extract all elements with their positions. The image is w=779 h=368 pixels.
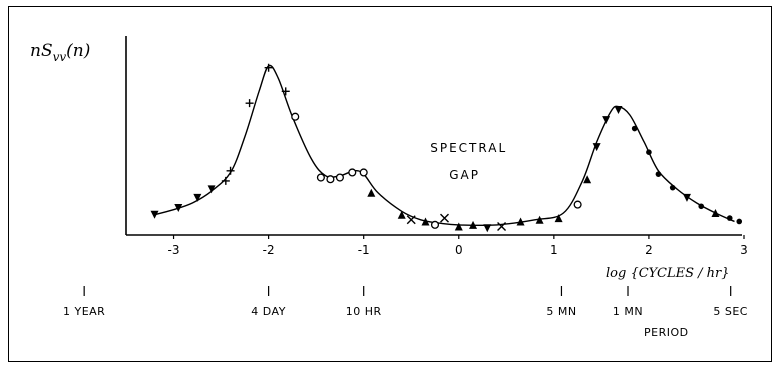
data-point-plus	[226, 166, 235, 175]
data-point-triangle-up	[583, 175, 592, 184]
data-point-dot	[655, 171, 662, 177]
data-point-dot	[726, 215, 733, 221]
period-tick-label: 5 MN	[546, 305, 576, 318]
data-point-circle	[335, 173, 344, 182]
data-point-circle	[316, 173, 325, 182]
x-tick-label: -3	[168, 243, 180, 257]
data-point-triangle-up	[711, 209, 720, 218]
data-point-triangle-down	[174, 203, 183, 212]
x-ticks: -3 -2 -1 0 1 2 3	[168, 235, 748, 257]
x-tick-label: -1	[358, 243, 370, 257]
data-point-cross	[406, 215, 416, 225]
data-point-triangle-up	[516, 217, 525, 226]
data-point-circle	[291, 112, 300, 121]
data-point-dot	[698, 203, 705, 210]
data-points	[150, 63, 743, 233]
period-tick-label: 10 HR	[346, 305, 382, 318]
figure-frame	[8, 6, 772, 362]
data-point-triangle-down	[682, 193, 691, 202]
data-point-triangle-down	[150, 210, 159, 219]
data-point-circle	[430, 220, 440, 229]
data-point-circle	[359, 168, 368, 177]
data-point-triangle-down	[592, 143, 601, 152]
data-point-triangle-down	[207, 185, 216, 194]
period-tick-label: 1 MN	[613, 305, 643, 318]
data-point-triangle-up	[535, 215, 544, 224]
data-point-dot	[646, 149, 652, 155]
data-point-circle	[326, 175, 335, 184]
period-axis-label: PERIOD	[644, 326, 689, 339]
period-ticks: 1 YEAR 4 DAY 10 HR 5 MN 1 MN 5 SEC	[63, 286, 748, 318]
data-point-triangle-down	[602, 116, 611, 125]
data-point-dot	[631, 125, 638, 132]
data-point-triangle-up	[454, 222, 463, 231]
data-point-circle	[573, 200, 582, 209]
x-tick-label: 0	[455, 243, 463, 257]
annotation-gap: GAP	[449, 168, 480, 182]
x-tick-label: -2	[263, 243, 275, 257]
data-point-triangle-up	[367, 188, 376, 197]
annotations: SPECTRAL GAP	[430, 141, 507, 182]
x-axis-label: log {CYCLES / hr}	[606, 266, 730, 281]
x-tick-label: 1	[550, 243, 558, 257]
data-point-triangle-up	[554, 214, 563, 223]
data-point-plus	[281, 87, 290, 96]
data-point-triangle-up	[397, 210, 406, 219]
annotation-spectral: SPECTRAL	[430, 141, 507, 155]
data-point-plus	[245, 99, 254, 108]
y-axis-label: nSvv(n)	[30, 41, 90, 64]
data-point-cross	[440, 213, 450, 223]
data-point-triangle-up	[421, 217, 430, 226]
period-tick-label: 1 YEAR	[63, 305, 105, 318]
x-tick-label: 3	[740, 243, 748, 257]
data-point-triangle-up	[469, 220, 478, 229]
data-point-circle	[348, 168, 357, 177]
data-point-plus	[264, 63, 273, 72]
data-point-triangle-down	[193, 193, 202, 202]
data-point-triangle-down	[483, 224, 492, 233]
axes	[125, 36, 742, 236]
period-tick-label: 4 DAY	[251, 305, 286, 318]
data-point-dot	[736, 218, 743, 225]
data-point-dot	[669, 184, 676, 191]
data-point-cross	[497, 222, 507, 232]
data-point-triangle-down	[614, 105, 623, 114]
period-tick-label: 5 SEC	[713, 305, 748, 318]
data-point-plus	[221, 176, 230, 185]
x-tick-label: 2	[645, 243, 653, 257]
